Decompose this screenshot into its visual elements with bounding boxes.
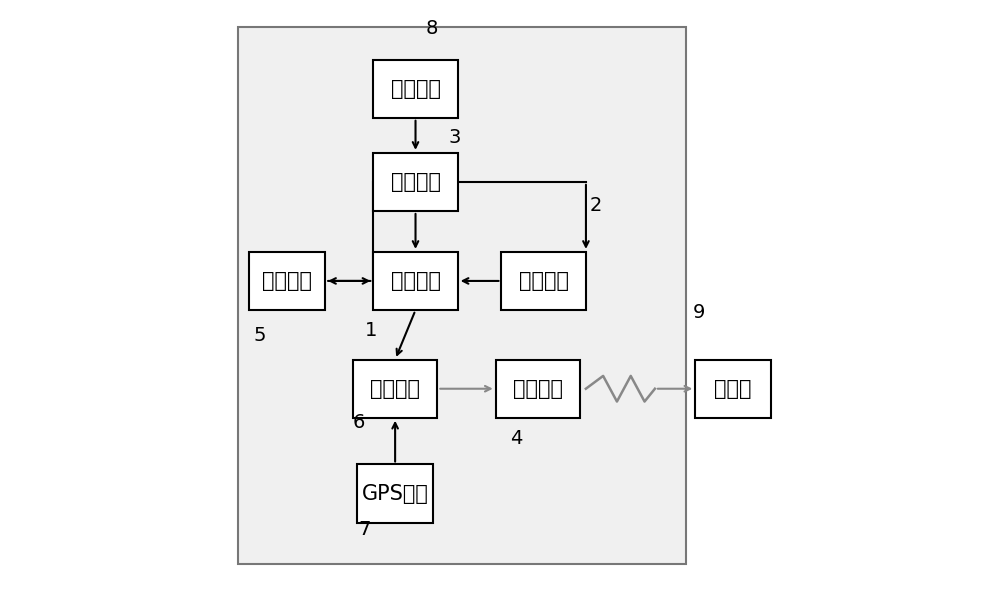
Text: 1: 1: [364, 321, 377, 340]
Bar: [496, 359, 580, 418]
Text: 7: 7: [359, 520, 371, 539]
Bar: [695, 359, 771, 418]
Text: 存储模块: 存储模块: [370, 379, 420, 399]
Bar: [501, 252, 586, 310]
Text: 温控系统: 温控系统: [391, 79, 441, 99]
Text: 4: 4: [510, 428, 523, 448]
Bar: [373, 152, 458, 211]
Bar: [373, 60, 458, 118]
Text: 服务器: 服务器: [714, 379, 752, 399]
Text: 补光模块: 补光模块: [262, 271, 312, 291]
Text: 5: 5: [254, 326, 266, 345]
Text: 2: 2: [590, 196, 602, 215]
Text: 网络模块: 网络模块: [513, 379, 563, 399]
Bar: [357, 465, 433, 523]
Bar: [238, 27, 686, 564]
Text: 测速模块: 测速模块: [519, 271, 569, 291]
Text: 抓拍模块: 抓拍模块: [391, 271, 441, 291]
Bar: [373, 252, 458, 310]
Text: 9: 9: [693, 304, 705, 323]
Text: GPS模块: GPS模块: [362, 483, 429, 504]
Text: 3: 3: [448, 128, 461, 147]
Text: 8: 8: [426, 19, 438, 38]
Text: 6: 6: [353, 413, 365, 432]
Bar: [249, 252, 325, 310]
Text: 电源模块: 电源模块: [391, 172, 441, 192]
Bar: [353, 359, 437, 418]
